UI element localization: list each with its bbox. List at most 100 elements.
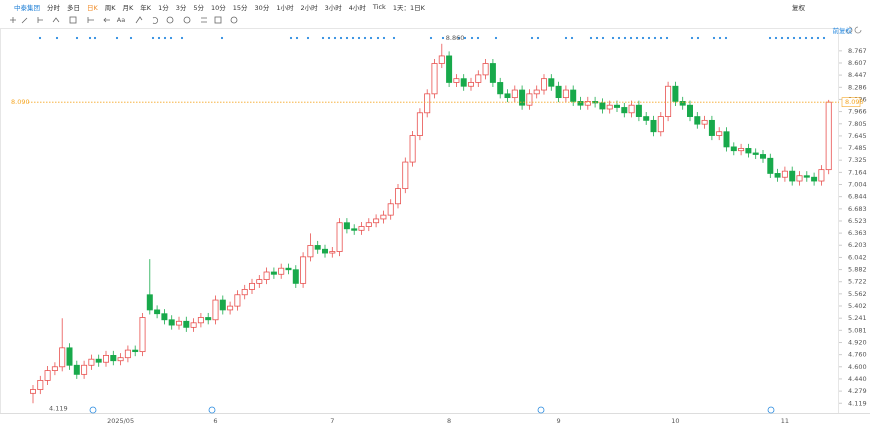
icon-ray: [37, 17, 43, 23]
signal-dot: [718, 36, 722, 40]
symbol[interactable]: 中泰集团: [14, 4, 40, 12]
event-icon: [537, 406, 545, 414]
signal-dot: [339, 36, 343, 40]
y-tick-label: 4.440: [848, 375, 867, 383]
period-tab[interactable]: 分时: [47, 4, 60, 12]
signal-dot: [494, 36, 498, 40]
undo-icon[interactable]: [845, 26, 853, 34]
y-tick-label: 6.844: [848, 193, 867, 201]
candle-body: [760, 154, 767, 159]
signal-dot: [476, 36, 480, 40]
period-tab[interactable]: 15分: [232, 4, 248, 12]
period-tab[interactable]: 30分: [254, 4, 270, 12]
y-tick-label: 6.203: [848, 241, 867, 249]
icon-move: [10, 17, 16, 23]
period-tab[interactable]: 1小时: [276, 4, 294, 12]
candle-body: [358, 226, 365, 231]
candle-body: [409, 135, 416, 163]
period-tab[interactable]: 月K: [122, 4, 134, 12]
candle-body: [292, 269, 299, 284]
candle-body: [175, 320, 182, 326]
icon-group: [10, 16, 238, 24]
adjust-menu[interactable]: 复权: [792, 4, 805, 12]
signal-dots: [38, 36, 826, 40]
icon-brush: [135, 16, 143, 24]
y-tick-label: 7.164: [848, 168, 867, 176]
signal-dot: [810, 36, 814, 40]
candle-body: [95, 358, 102, 363]
candle-body: [117, 357, 124, 362]
candle-body: [526, 93, 533, 106]
signal-dot: [169, 36, 173, 40]
candle-body: [614, 104, 621, 108]
candle-body: [467, 82, 474, 87]
icon-magnet: [152, 17, 158, 24]
period-tab[interactable]: 4小时: [348, 4, 366, 12]
candle-body: [241, 289, 248, 296]
event-icon: [89, 406, 97, 414]
signal-dot: [220, 36, 224, 40]
signal-dot: [369, 36, 373, 40]
candle-body: [103, 355, 110, 363]
period-tab[interactable]: 周K: [104, 4, 116, 12]
signal-dot: [798, 36, 802, 40]
candle-body: [796, 175, 803, 182]
candle-body: [197, 317, 204, 324]
candle-body: [29, 389, 36, 394]
candle-body: [555, 85, 562, 99]
signal-dot: [429, 36, 433, 40]
icon-zoomout: [183, 16, 191, 24]
period-tab[interactable]: 2小时: [300, 4, 318, 12]
candle-body: [365, 222, 372, 227]
signal-dot: [665, 36, 669, 40]
candle-body: [789, 170, 796, 182]
x-tick-label: 10: [671, 417, 679, 425]
last-price-box: [841, 97, 861, 107]
candle-body: [416, 112, 423, 136]
candle-body: [489, 63, 496, 83]
period-tab[interactable]: 日K: [87, 4, 98, 12]
candle-body: [227, 305, 234, 311]
x-tick-label: 8: [447, 417, 451, 425]
candle-body: [438, 55, 445, 64]
signal-dot: [804, 36, 808, 40]
y-tick-label: 5.882: [848, 266, 867, 274]
redo-icon[interactable]: [854, 26, 862, 34]
y-tick-label: 5.241: [848, 314, 867, 322]
period-tab[interactable]: 3小时: [324, 4, 342, 12]
candle-body: [161, 313, 168, 321]
period-tab[interactable]: 3分: [175, 4, 187, 12]
period-tab[interactable]: 年K: [140, 4, 152, 12]
period-tab[interactable]: 多日: [67, 4, 80, 12]
candle-body: [621, 107, 628, 114]
candle-body: [781, 170, 788, 178]
signal-dot: [38, 36, 42, 40]
period-tab[interactable]: 10分: [210, 4, 226, 12]
period-tab[interactable]: 1天：1日K: [392, 4, 425, 12]
signal-dot: [93, 36, 97, 40]
candle-body: [146, 294, 153, 311]
event-icons: [89, 406, 775, 414]
candle-body: [694, 116, 701, 125]
signal-dot: [163, 36, 167, 40]
candle-body: [402, 161, 409, 190]
signal-dot: [289, 36, 293, 40]
font-button[interactable]: Aa: [117, 16, 125, 24]
candle-body: [373, 218, 380, 224]
adjust-label[interactable]: 前复权: [833, 26, 853, 35]
y-tick-label: 5.402: [848, 302, 867, 310]
period-tab[interactable]: Tick: [372, 3, 386, 11]
candle-body: [387, 203, 394, 216]
candle-body: [168, 319, 175, 326]
signal-dot: [595, 36, 599, 40]
signal-dot: [780, 36, 784, 40]
x-tick-label: 2025/05: [107, 417, 134, 425]
candle-body: [541, 78, 548, 91]
period-tab[interactable]: 5分: [193, 4, 204, 12]
candle-body: [577, 101, 584, 106]
candle-body: [263, 271, 270, 280]
icon-lock: [201, 17, 207, 23]
y-tick-label: 6.683: [848, 205, 867, 213]
period-tab[interactable]: 1分: [158, 4, 169, 12]
tool-toolbar: Aa: [0, 14, 870, 26]
